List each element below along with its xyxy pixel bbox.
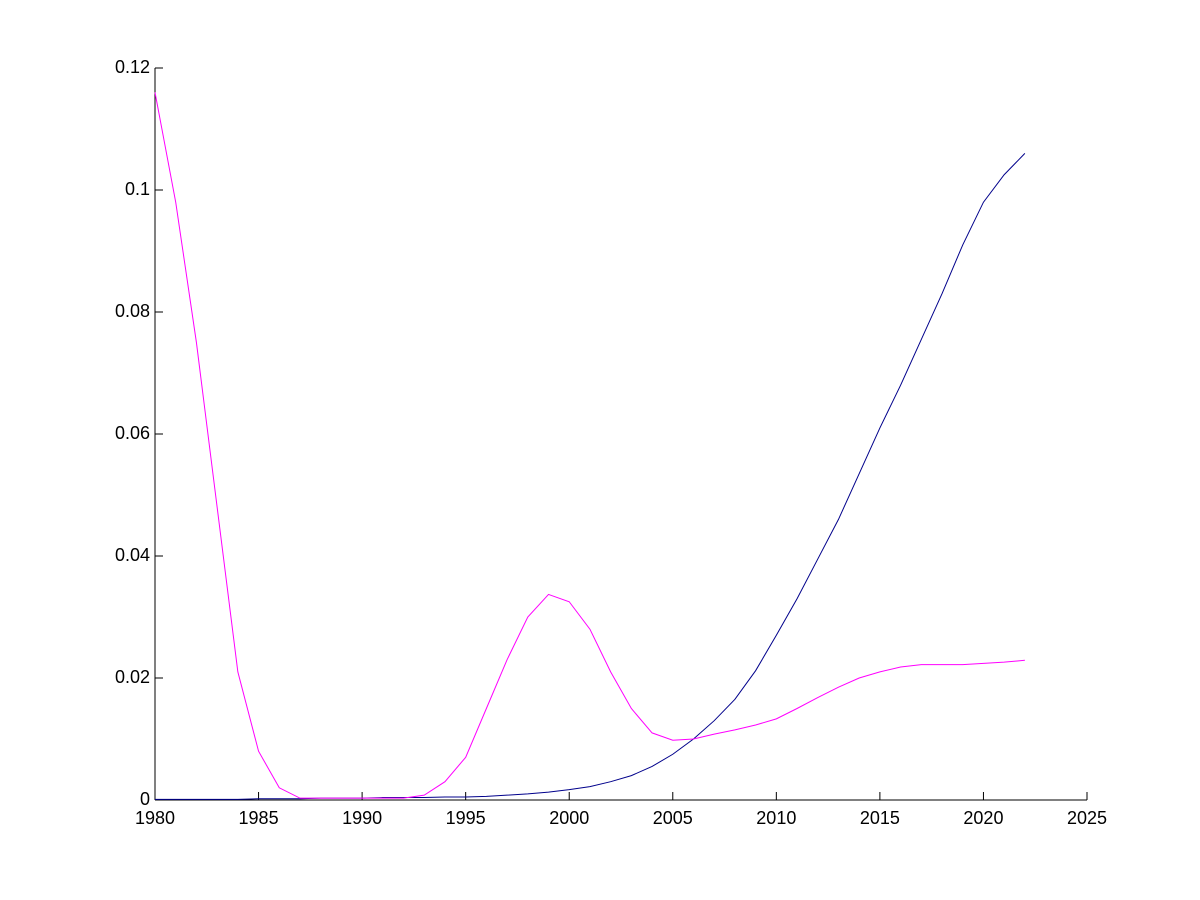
x-tick-label: 2015 <box>860 808 900 828</box>
line-series <box>155 153 1026 800</box>
x-tick-label: 2025 <box>1067 808 1107 828</box>
y-tick-label: 0.08 <box>115 301 150 321</box>
y-tick-label: 0 <box>140 789 150 809</box>
y-tick-label: 0.1 <box>125 179 150 199</box>
x-tick-label: 1985 <box>239 808 279 828</box>
x-tick-label: 1995 <box>446 808 486 828</box>
x-tick-label: 1980 <box>135 808 175 828</box>
x-tick-label: 2010 <box>756 808 796 828</box>
y-tick-label: 0.06 <box>115 423 150 443</box>
y-tick-label: 0.12 <box>115 57 150 77</box>
x-tick-label: 2005 <box>653 808 693 828</box>
y-tick-label: 0.02 <box>115 667 150 687</box>
x-tick-label: 1990 <box>342 808 382 828</box>
x-tick-label: 2000 <box>549 808 589 828</box>
x-tick-label: 2020 <box>963 808 1003 828</box>
line-series <box>154 92 1025 799</box>
y-tick-label: 0.04 <box>115 545 150 565</box>
